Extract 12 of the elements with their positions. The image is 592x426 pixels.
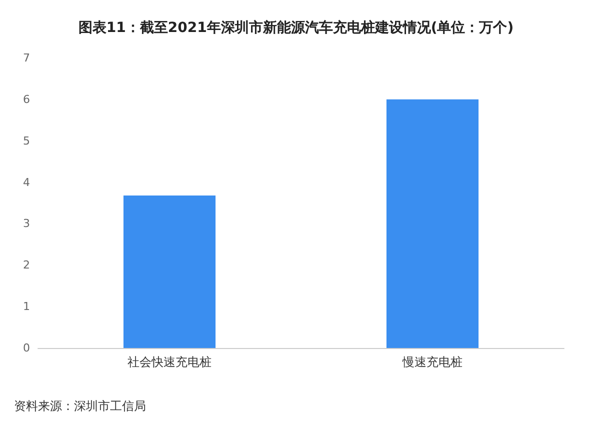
x-tick-label: 社会快速充电桩	[128, 355, 212, 369]
y-tick-label: 7	[23, 52, 30, 64]
y-tick-label: 5	[23, 134, 30, 148]
y-tick-label: 1	[23, 300, 30, 314]
y-tick-label: 4	[23, 176, 30, 189]
y-tick-label: 3	[23, 217, 30, 230]
y-tick-label: 0	[23, 342, 30, 354]
y-tick-label: 2	[23, 258, 30, 272]
text: 资料来源：深圳市工信局	[14, 399, 146, 413]
y-tick-label: 6	[23, 92, 30, 106]
x-tick-label: 慢速充电桩	[402, 355, 462, 369]
chart-title: 图表11：截至2021年深圳市新能源汽车充电桩建设情况(单位：万个)	[78, 19, 514, 36]
